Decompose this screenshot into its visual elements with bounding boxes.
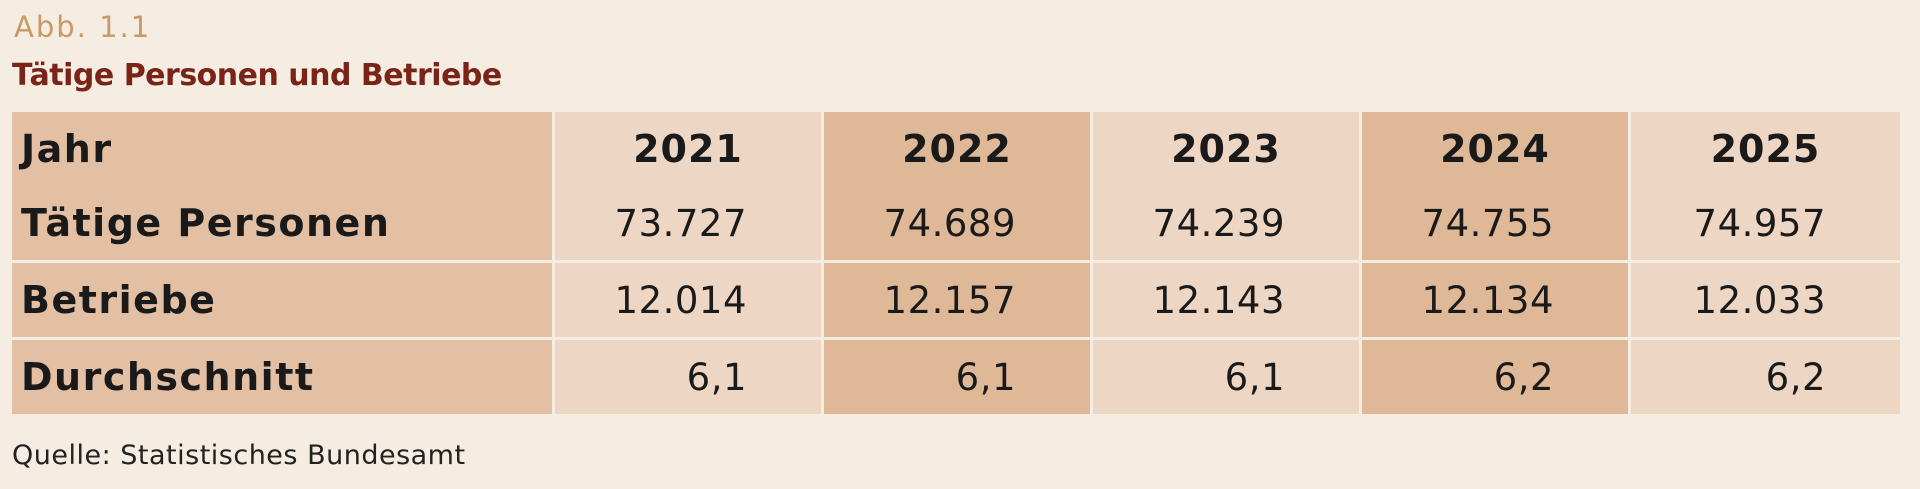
header-label-cell: Jahr [12, 112, 555, 186]
value-cell: 74.957 [1631, 186, 1900, 263]
table-row: Betriebe 12.014 12.157 12.143 12.134 12.… [12, 263, 1900, 340]
row-label-cell: Betriebe [12, 263, 555, 340]
value-cell: 12.157 [824, 263, 1093, 340]
value-cell: 12.033 [1631, 263, 1900, 340]
value-cell: 6,1 [1093, 340, 1362, 414]
value-cell: 74.755 [1362, 186, 1631, 263]
value-cell: 6,2 [1631, 340, 1900, 414]
value-cell: 74.689 [824, 186, 1093, 263]
header-year-cell: 2024 [1362, 112, 1631, 186]
value-cell: 6,1 [555, 340, 824, 414]
figure-title: Tätige Personen und Betriebe [12, 58, 502, 93]
table-row: Tätige Personen 73.727 74.689 74.239 74.… [12, 186, 1900, 263]
row-label-cell: Tätige Personen [12, 186, 555, 263]
header-year-cell: 2021 [555, 112, 824, 186]
value-cell: 6,1 [824, 340, 1093, 414]
header-year-cell: 2025 [1631, 112, 1900, 186]
value-cell: 12.014 [555, 263, 824, 340]
source-note: Quelle: Statistisches Bundesamt [12, 440, 466, 471]
data-table: Jahr 2021 2022 2023 2024 2025 Tätige Per… [12, 112, 1900, 414]
value-cell: 73.727 [555, 186, 824, 263]
header-year-cell: 2022 [824, 112, 1093, 186]
row-label-cell: Durchschnitt [12, 340, 555, 414]
value-cell: 12.134 [1362, 263, 1631, 340]
value-cell: 74.239 [1093, 186, 1362, 263]
table-row: Durchschnitt 6,1 6,1 6,1 6,2 6,2 [12, 340, 1900, 414]
data-table-container: Jahr 2021 2022 2023 2024 2025 Tätige Per… [12, 112, 1900, 414]
value-cell: 12.143 [1093, 263, 1362, 340]
table-header-row: Jahr 2021 2022 2023 2024 2025 [12, 112, 1900, 186]
value-cell: 6,2 [1362, 340, 1631, 414]
header-year-cell: 2023 [1093, 112, 1362, 186]
figure-label: Abb. 1.1 [14, 10, 152, 44]
